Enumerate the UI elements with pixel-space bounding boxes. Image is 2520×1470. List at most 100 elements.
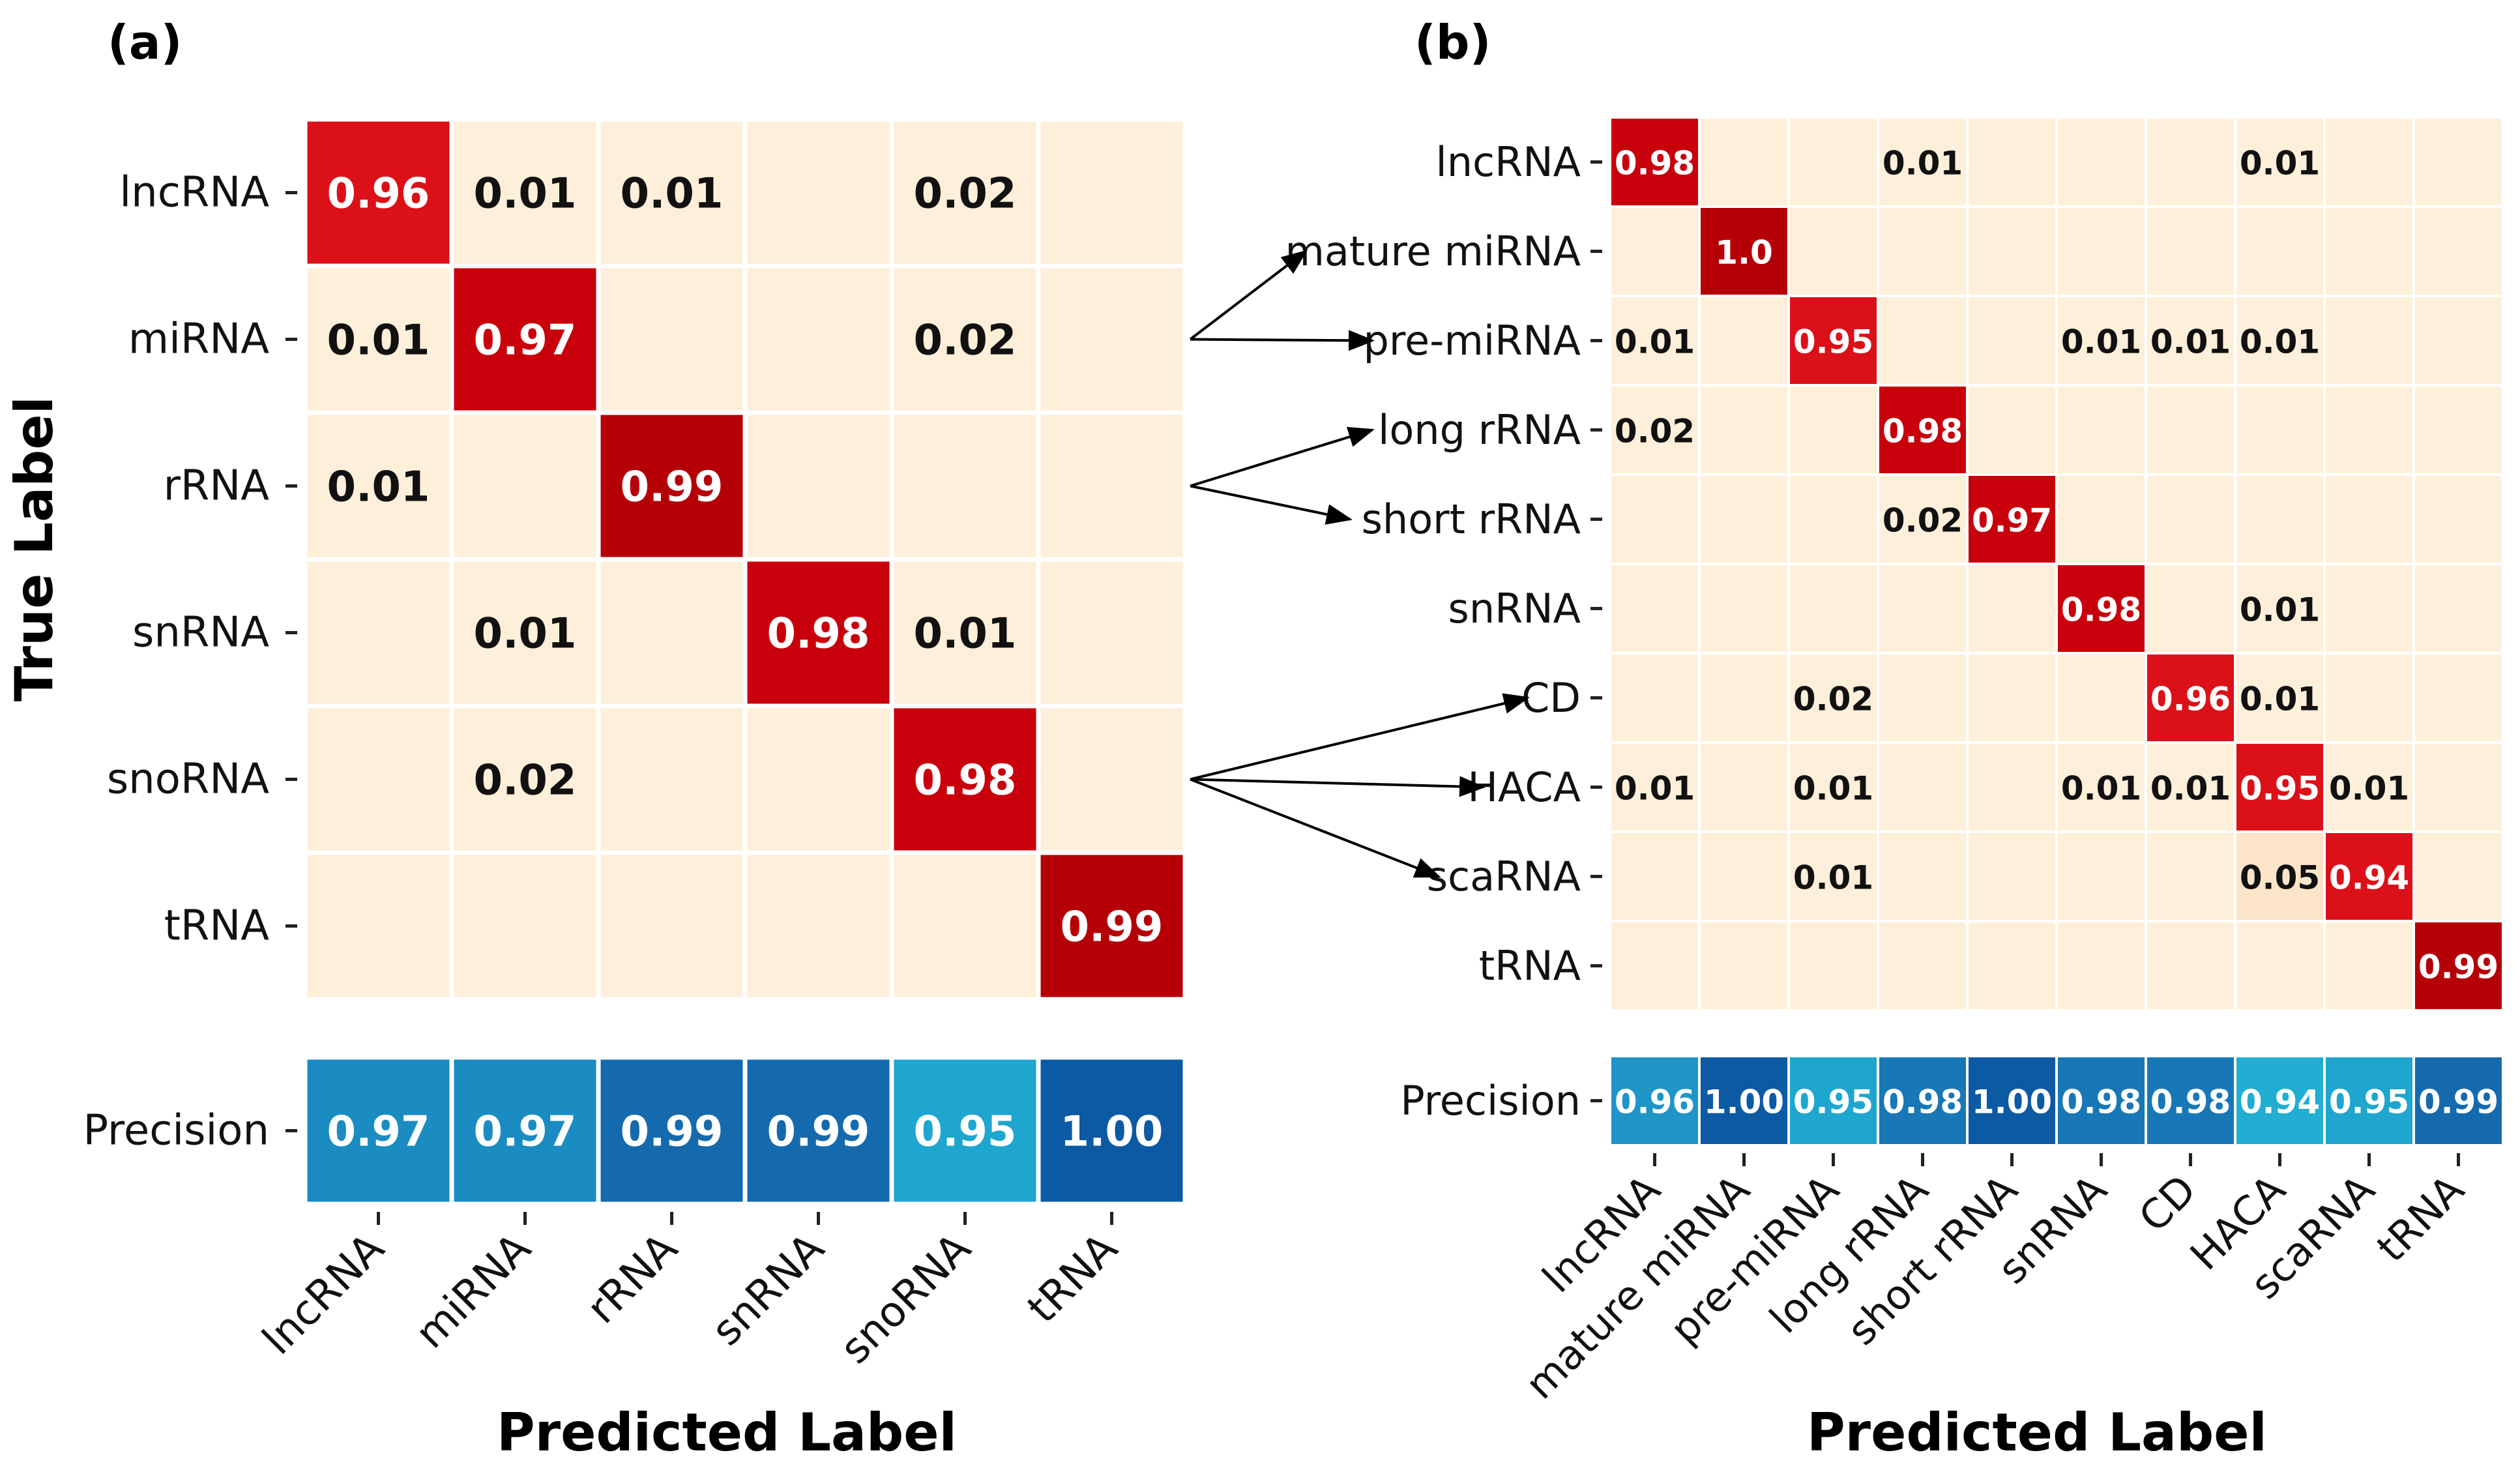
col-label: tRNA <box>2367 1166 2473 1271</box>
heatmap-cell <box>1966 295 2058 387</box>
heatmap-cell <box>1877 831 1969 922</box>
precision-value: 0.95 <box>914 1108 1017 1156</box>
cell-value: 0.01 <box>1883 145 1963 183</box>
col-label: snRNA <box>703 1224 834 1355</box>
cell-value: 0.01 <box>2061 323 2141 361</box>
heatmap-cell <box>2412 295 2504 387</box>
expansion-arrow <box>1189 250 1308 341</box>
cell-value: 0.96 <box>327 170 430 218</box>
heatmap-cell <box>2145 831 2236 922</box>
heatmap-cell <box>2323 384 2415 476</box>
heatmap-cell <box>1877 652 1969 744</box>
heatmap-cell <box>889 703 1041 855</box>
heatmap-cell <box>2323 116 2415 208</box>
cell-value: 0.01 <box>2240 323 2320 361</box>
cell-value: 0.01 <box>2329 770 2409 808</box>
heatmap-cell <box>1609 205 1701 297</box>
row-label: snRNA <box>132 609 269 657</box>
heatmap-cell <box>2412 384 2504 476</box>
precision-value: 0.94 <box>2240 1083 2320 1121</box>
expansion-arrow <box>1190 776 1486 797</box>
heatmap-cell <box>1966 652 2058 744</box>
cell-value: 0.99 <box>1061 904 1164 952</box>
cell-value: 0.01 <box>474 610 577 658</box>
heatmap-cell <box>1966 116 2058 208</box>
cell-value: 0.01 <box>2240 145 2320 183</box>
precision-value: 0.98 <box>2061 1083 2141 1121</box>
row-label: HACA <box>1467 763 1581 811</box>
heatmap-cell <box>449 410 601 562</box>
heatmap-cell <box>1787 920 1879 1012</box>
heatmap-cell <box>596 557 748 709</box>
heatmap-cell <box>742 850 894 1002</box>
heatmap-cell <box>449 263 601 415</box>
heatmap-cell <box>2412 473 2504 565</box>
row-label: rRNA <box>164 462 270 510</box>
row-label: snoRNA <box>107 756 269 804</box>
cell-value: 0.99 <box>2418 948 2498 986</box>
row-label: lncRNA <box>1436 138 1581 186</box>
heatmap-cell <box>2145 920 2236 1012</box>
heatmap-cell <box>2055 116 2147 208</box>
cell-value: 0.98 <box>2061 591 2141 629</box>
panel-a-ylabel: True Label <box>4 396 65 701</box>
col-label: lncRNA <box>254 1224 394 1364</box>
precision-value: 0.95 <box>2329 1083 2409 1121</box>
cell-value: 1.0 <box>1715 234 1773 272</box>
precision-cell <box>1787 1055 1879 1147</box>
precision-label: Precision <box>1400 1077 1581 1125</box>
heatmap-cell <box>1966 563 2058 654</box>
heatmap-cell <box>1877 920 1969 1012</box>
heatmap-cell <box>1877 295 1969 387</box>
heatmap-cell <box>1787 116 1879 208</box>
cell-value: 0.01 <box>474 170 577 218</box>
heatmap-cell <box>2234 384 2326 476</box>
cell-value: 0.02 <box>1793 681 1873 718</box>
heatmap-cell <box>742 263 894 415</box>
heatmap-cell <box>596 263 748 415</box>
row-label: miRNA <box>128 316 269 364</box>
cell-value: 0.01 <box>1793 770 1873 808</box>
cell-value: 0.01 <box>1615 323 1695 361</box>
precision-cell <box>2055 1055 2147 1147</box>
heatmap-cell <box>889 410 1041 562</box>
cell-value: 0.01 <box>914 610 1017 658</box>
cell-value: 0.02 <box>1615 413 1695 450</box>
precision-cell <box>1698 1055 1790 1147</box>
heatmap-cell <box>2055 205 2147 297</box>
heatmap-cell <box>596 703 748 855</box>
heatmap-cell <box>1698 116 1790 208</box>
heatmap-cell <box>1966 205 2058 297</box>
heatmap-cell <box>2323 741 2415 833</box>
heatmap-cell <box>742 703 894 855</box>
heatmap-cell <box>2234 205 2326 297</box>
panel-a-label: (a) <box>108 15 182 70</box>
heatmap-cell <box>889 557 1041 709</box>
heatmap-cell <box>2323 473 2415 565</box>
precision-cell <box>2412 1055 2504 1147</box>
heatmap-cell <box>2323 652 2415 744</box>
heatmap-cell <box>2234 116 2326 208</box>
cell-value: 0.98 <box>767 610 870 658</box>
expansion-arrow <box>1190 426 1375 488</box>
expansion-arrow <box>1190 330 1375 351</box>
precision-value: 0.99 <box>621 1108 724 1156</box>
heatmap-cell <box>1966 741 2058 833</box>
heatmap-cell <box>742 410 894 562</box>
row-label: lncRNA <box>119 169 269 217</box>
heatmap-cell <box>1698 295 1790 387</box>
cell-value: 0.99 <box>621 463 724 512</box>
cell-value: 0.97 <box>1972 502 2052 540</box>
row-label: CD <box>1521 674 1581 722</box>
heatmap-cell <box>1698 920 1790 1012</box>
cell-value: 0.02 <box>914 170 1017 218</box>
precision-value: 1.00 <box>1972 1083 2052 1121</box>
panel-b-label: (b) <box>1414 15 1491 70</box>
precision-cell <box>1877 1055 1969 1147</box>
heatmap-cell <box>2234 831 2326 922</box>
heatmap-cell <box>1787 831 1879 922</box>
heatmap-cell <box>2055 831 2147 922</box>
heatmap-cell <box>302 410 454 562</box>
heatmap-cell <box>2323 563 2415 654</box>
precision-value: 0.96 <box>1615 1083 1695 1121</box>
